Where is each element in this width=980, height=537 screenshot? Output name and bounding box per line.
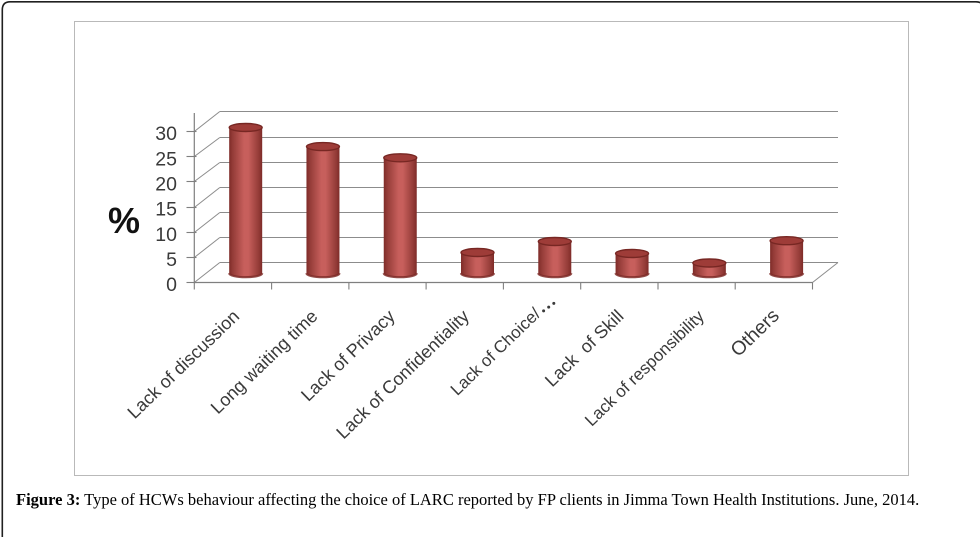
svg-text:15: 15 xyxy=(155,199,177,221)
svg-text:10: 10 xyxy=(155,224,177,246)
svg-text:30: 30 xyxy=(155,123,177,145)
svg-text:5: 5 xyxy=(166,249,177,271)
svg-text:%: % xyxy=(108,200,140,241)
svg-text:20: 20 xyxy=(155,173,177,195)
svg-text:0: 0 xyxy=(166,274,177,296)
svg-text:25: 25 xyxy=(155,148,177,170)
